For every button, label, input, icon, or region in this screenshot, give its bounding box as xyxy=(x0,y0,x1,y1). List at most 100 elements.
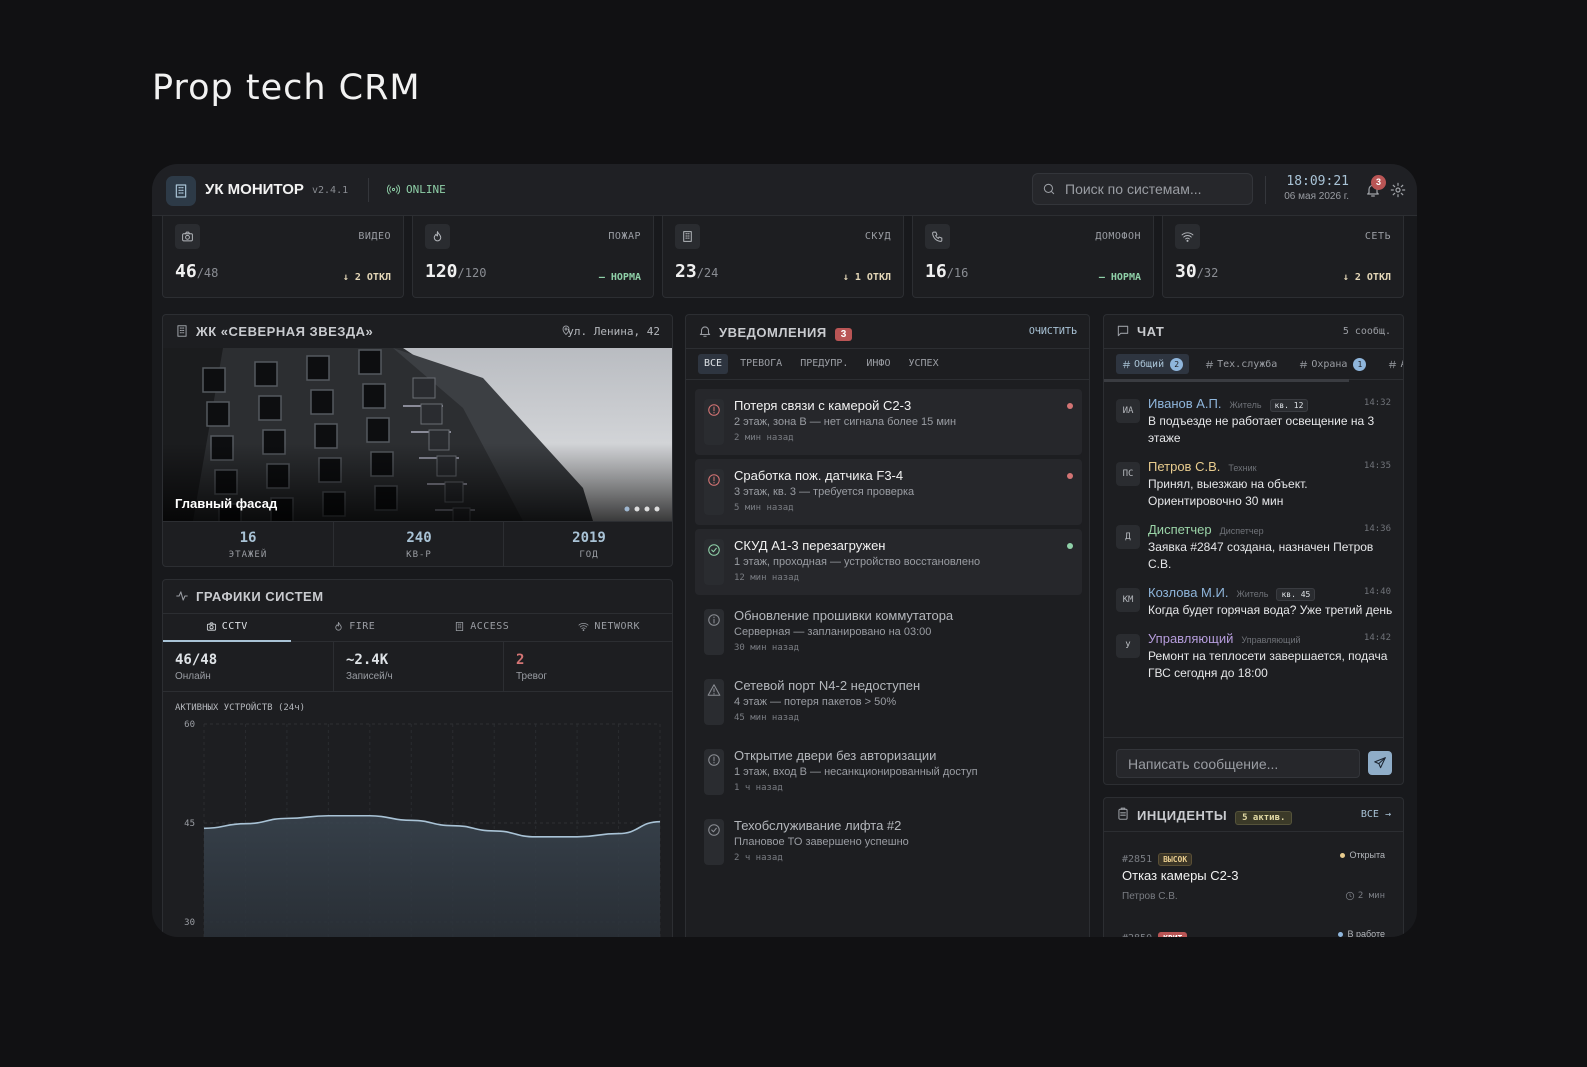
author-name: Диспетчер xyxy=(1148,522,1212,537)
icon-shape xyxy=(206,623,216,631)
notification[interactable]: Техобслуживание лифта #2 Плановое ТО заве… xyxy=(695,809,1082,875)
message-head: Управляющий Управляющий xyxy=(1148,630,1391,648)
message-list: ИА Иванов А.П. Житель кв. 12 14:32 В подъезде… xyxy=(1104,395,1403,693)
notification-detail: 1 этаж, вход B — несанкционированный дос… xyxy=(734,766,978,778)
all-link[interactable]: ВСЕ → xyxy=(1360,809,1391,820)
system-tab[interactable]: NETWORK xyxy=(545,613,672,642)
notification-icon-bar xyxy=(704,819,724,865)
icon-shape xyxy=(1120,807,1126,816)
hash-icon xyxy=(1205,360,1214,368)
incident-row[interactable]: #2850 КРИТ xyxy=(1122,928,1188,937)
notification-time: 5 мин назад xyxy=(734,503,794,513)
chat-message: ИА Иванов А.П. Житель кв. 12 14:32 В подъезде… xyxy=(1104,395,1403,458)
stat-label: СЕТЬ xyxy=(1364,231,1391,242)
unread-dot xyxy=(1067,543,1073,549)
icon-shape xyxy=(1389,360,1397,368)
stat-value-row: 120/120 xyxy=(425,261,486,282)
icon-shape xyxy=(1050,190,1055,195)
icon-shape xyxy=(1118,808,1128,820)
filter-chip[interactable]: ТРЕВОГА xyxy=(740,358,783,369)
icon-shape xyxy=(184,231,191,235)
stat-card: СЕТЬ 30/32 ↓ 2 ОТКЛ xyxy=(1162,216,1404,298)
filter-chip[interactable]: ИНФО xyxy=(866,358,891,369)
notification[interactable]: Сработка пож. датчика F3-4 3 этаж, кв. 3 … xyxy=(695,459,1082,525)
icon-shape xyxy=(457,623,462,629)
message-head: Иванов А.П. Житель кв. 12 xyxy=(1148,395,1391,413)
fact: 240 КВ-Р xyxy=(333,521,503,566)
incident-row[interactable]: #2851 ВЫСОК xyxy=(1122,849,1193,867)
fact-label: ГОД xyxy=(579,550,599,560)
fire-icon xyxy=(335,621,342,631)
area-fill xyxy=(204,815,660,937)
notification[interactable]: Сетевой порт N4-2 недоступен 4 этаж — пот… xyxy=(695,669,1082,735)
notification[interactable]: СКУД А1-3 перезагружен 1 этаж, проходная … xyxy=(695,529,1082,595)
icon-shape xyxy=(1345,891,1355,901)
notification-time: 1 ч назад xyxy=(734,783,783,793)
notification[interactable]: Открытие двери без авторизации 1 этаж, вх… xyxy=(695,739,1082,805)
stat-label: ПОЖАР xyxy=(608,231,641,242)
channel-tab[interactable]: Общий 2 xyxy=(1116,354,1190,374)
system-tab-label: FIRE xyxy=(349,621,376,632)
filter-chip[interactable]: УСПЕХ xyxy=(908,358,939,369)
stat-total: /32 xyxy=(1196,266,1219,280)
bld-icon xyxy=(683,231,692,242)
icon-shape xyxy=(387,184,400,195)
message-count: 5 сообщ. xyxy=(1342,326,1391,337)
icon-shape xyxy=(1349,893,1352,898)
notification-time: 45 мин назад xyxy=(734,713,800,723)
notification[interactable]: Обновление прошивки коммутатора Серверная… xyxy=(695,599,1082,665)
notification-detail: Плановое ТО завершено успешно xyxy=(734,836,909,848)
apartment-badge: кв. 45 xyxy=(1276,588,1316,601)
notification-time: 30 мин назад xyxy=(734,643,800,653)
panel-title: ГРАФИКИ СИСТЕМ xyxy=(196,589,324,604)
status-dot xyxy=(1340,853,1346,859)
system-tab[interactable]: ACCESS xyxy=(418,613,546,642)
system-tab[interactable]: FIRE xyxy=(290,613,418,642)
icon-shape xyxy=(707,684,721,696)
clear-button[interactable]: ОЧИСТИТЬ xyxy=(1028,326,1077,337)
hash-icon xyxy=(1300,360,1308,368)
stat-value: 120 xyxy=(425,261,458,282)
stat-status: ↓ 2 ОТКЛ xyxy=(1342,272,1391,283)
system-tab[interactable]: CCTV xyxy=(163,613,291,642)
hash-icon xyxy=(1122,360,1131,368)
notification[interactable]: Потеря связи с камерой С2-3 2 этаж, зона … xyxy=(695,389,1082,455)
fact-label: КВ-Р xyxy=(406,550,432,560)
message-time: 14:35 xyxy=(1363,461,1391,471)
search-box[interactable]: Поиск по системам... xyxy=(1032,173,1253,205)
filter-chip[interactable]: ПРЕДУПР. xyxy=(800,358,849,369)
age-text: 2 мин xyxy=(1357,891,1385,901)
icon-shape xyxy=(711,827,717,833)
stat-card: СКУД 23/24 ↓ 1 ОТКЛ xyxy=(662,216,904,298)
channel-tab[interactable]: Охрана 1 xyxy=(1293,354,1372,374)
icon-shape xyxy=(182,233,193,242)
author-name: Иванов А.П. xyxy=(1148,396,1222,411)
channel-name: Общий xyxy=(1134,358,1165,370)
pin-icon xyxy=(562,325,570,335)
panel-title-text: ИНЦИДЕНТЫ xyxy=(1137,808,1228,823)
stat-value-row: 30/32 xyxy=(1175,261,1218,282)
message-input[interactable]: Написать сообщение... xyxy=(1116,749,1360,778)
message-head: Козлова М.И. Житель кв. 45 xyxy=(1148,584,1391,602)
notification-detail: 4 этаж — потеря пакетов > 50% xyxy=(734,696,897,708)
notification-title: Сетевой порт N4-2 недоступен xyxy=(734,678,921,693)
send-button[interactable] xyxy=(1368,751,1392,775)
search-placeholder: Поиск по системам... xyxy=(1065,181,1202,197)
stat-total: /24 xyxy=(696,266,719,280)
author-name: Петров С.В. xyxy=(1148,459,1221,474)
icon-shape xyxy=(1122,360,1131,368)
clock-date: 06 мая 2026 г. xyxy=(1284,191,1349,202)
status-text: В работе xyxy=(1347,929,1385,937)
notification-title: СКУД А1-3 перезагружен xyxy=(734,538,886,553)
stat-total: /48 xyxy=(196,266,219,280)
notification-icon-bar xyxy=(704,679,724,725)
icon-shape xyxy=(1378,757,1386,765)
page-title: Prop tech CRM xyxy=(152,68,421,108)
icon-shape xyxy=(335,621,342,631)
settings-button[interactable] xyxy=(1388,180,1408,200)
channel-tab[interactable]: Тех.служба xyxy=(1199,354,1283,374)
message-head: Петров С.В. Техник xyxy=(1148,458,1391,476)
channel-tab[interactable]: А xyxy=(1382,354,1403,374)
filter-chip[interactable]: ВСЕ xyxy=(698,354,729,374)
